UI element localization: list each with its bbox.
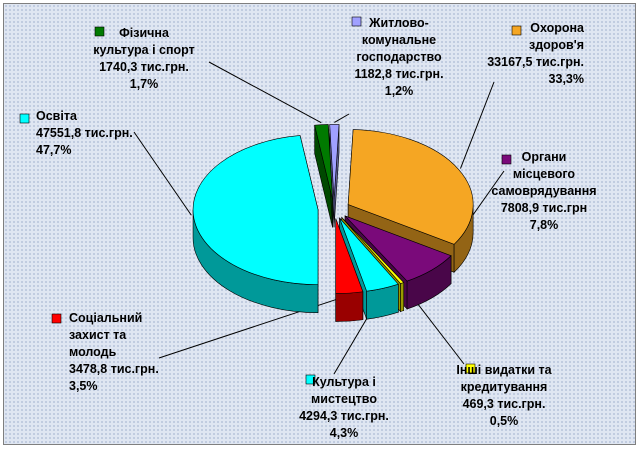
data-label-kultura: Культура і мистецтво 4294,3 тис.грн. 4,3% (299, 375, 389, 440)
chart-area: Охорона здоров'я 33167,5 тис.грн. 33,3% Орга… (3, 3, 636, 445)
data-label-okhorona: Охорона здоров'я 33167,5 тис.грн. 33,3% (487, 21, 585, 86)
legend-swatch-okhorona (511, 25, 522, 36)
legend-swatch-organy (501, 154, 512, 165)
data-label-fizychna: Фізична культура і спорт 1740,3 тис.грн. 1,… (93, 26, 195, 91)
leader-line-fizychna (208, 61, 322, 124)
pie-slice-fizychna (314, 124, 333, 228)
data-label-organy: Органи місцевого самоврядування 7808,9 тис.… (491, 150, 596, 232)
legend-swatch-zhytlovo (351, 16, 362, 27)
pie-slice-sotsialnyi (335, 218, 364, 322)
legend-swatch-inshi (465, 363, 476, 374)
data-label-zhytlovo: Житлово-комунальне господарство 1182,8 тис… (354, 16, 443, 98)
data-label-inshi: Інші видатки та кредитування 469,3 тис.грн… (456, 363, 552, 428)
legend-swatch-kultura (305, 374, 316, 385)
legend-swatch-sotsialnyi (51, 313, 62, 324)
pie-slice-osvita (192, 135, 319, 313)
pie-chart: Охорона здоров'я 33167,5 тис.грн. 33,3% Орга… (19, 16, 597, 440)
leader-line-zhytlovo (334, 113, 350, 123)
leader-line-sotsialnyi (158, 294, 350, 359)
legend-swatch-osvita (19, 113, 30, 124)
data-label-sotsialnyi: Соціальний захист та молодь 3478,8 тис.грн.… (69, 311, 159, 393)
leader-line-osvita (133, 131, 192, 216)
legend-swatch-fizychna (94, 26, 105, 37)
leader-line-okhorona (460, 81, 495, 169)
data-label-osvita: Освіта 47551,8 тис.грн. 47,7% (36, 109, 133, 157)
